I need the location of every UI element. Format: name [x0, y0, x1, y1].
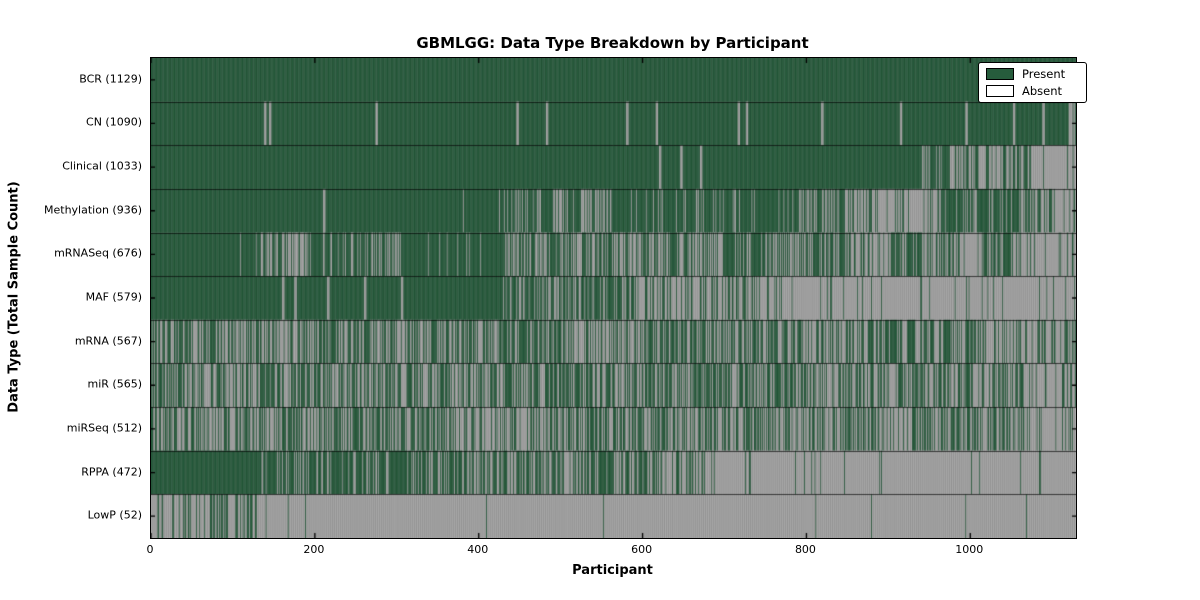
- x-tick-label: 600: [631, 543, 653, 556]
- legend: Present Absent: [978, 62, 1087, 103]
- legend-label-present: Present: [1022, 67, 1066, 81]
- x-tick-label: 1000: [955, 543, 984, 556]
- y-tick-label: MAF (579): [85, 290, 142, 304]
- y-tick-label: mRNA (567): [74, 334, 142, 348]
- legend-label-absent: Absent: [1022, 84, 1063, 98]
- y-tick-label: mRNASeq (676): [54, 246, 142, 260]
- y-tick-label: miRSeq (512): [66, 421, 142, 435]
- x-tick-label: 400: [467, 543, 489, 556]
- y-tick-label: Methylation (936): [44, 203, 142, 217]
- absent-swatch-icon: [986, 85, 1014, 97]
- y-tick-label: LowP (52): [87, 508, 142, 522]
- y-tick-label: Clinical (1033): [62, 159, 142, 173]
- y-tick-label: miR (565): [87, 377, 143, 391]
- y-tick-label: BCR (1129): [79, 72, 142, 86]
- chart-title: GBMLGG: Data Type Breakdown by Participa…: [416, 34, 809, 52]
- x-tick-label: 800: [794, 543, 816, 556]
- present-swatch-icon: [986, 68, 1014, 80]
- x-tick-label: 200: [303, 543, 325, 556]
- y-tick-label: RPPA (472): [81, 465, 142, 479]
- x-tick-label: 0: [146, 543, 154, 556]
- y-tick-label: CN (1090): [86, 115, 142, 129]
- plot-area: [150, 57, 1077, 539]
- presence-matrix-canvas: [151, 58, 1076, 538]
- x-axis-label: Participant: [572, 563, 653, 578]
- y-axis-label: Data Type (Total Sample Count): [6, 181, 22, 413]
- legend-item-present: Present: [986, 68, 1078, 80]
- legend-item-absent: Absent: [986, 85, 1078, 97]
